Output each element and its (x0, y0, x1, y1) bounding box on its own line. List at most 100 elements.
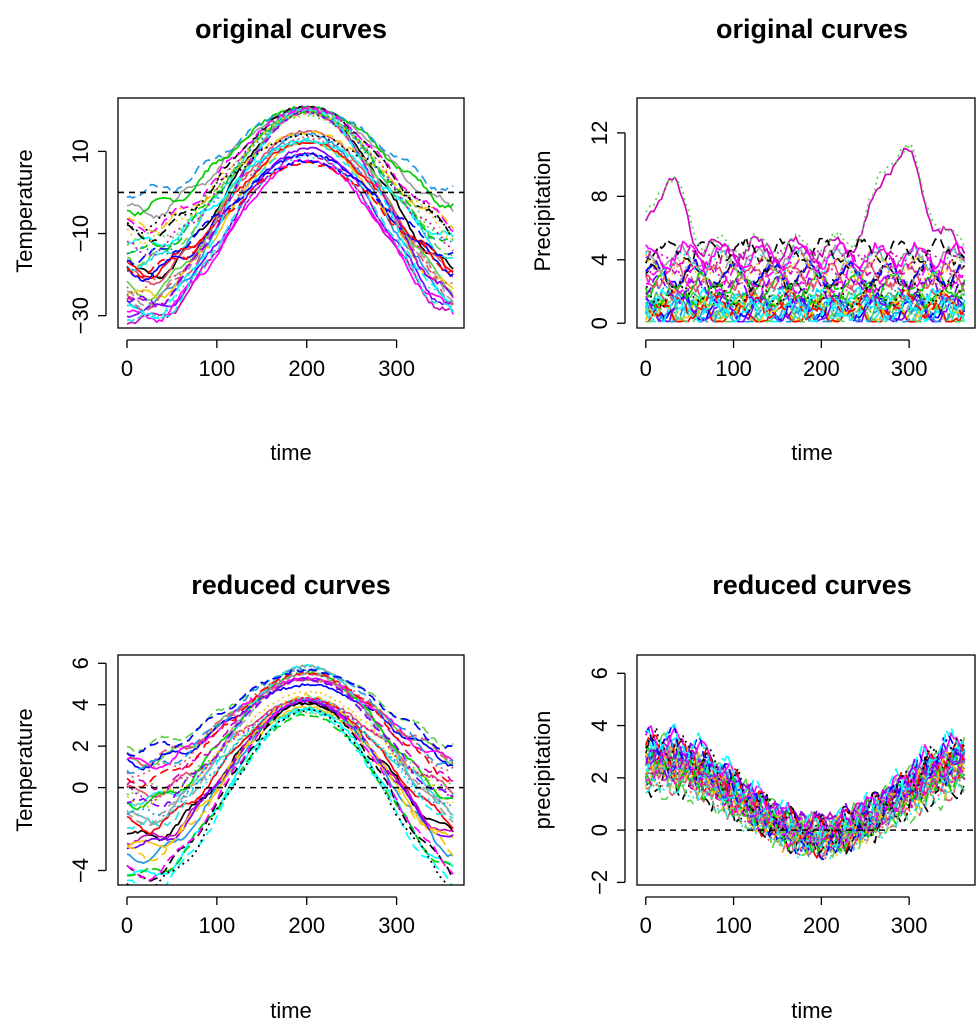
x-tick-label: 100 (198, 913, 235, 938)
y-tick-label: 0 (587, 317, 612, 329)
series-curve (126, 678, 454, 767)
series-curve (126, 696, 454, 835)
x-tick-label: 0 (640, 356, 652, 381)
series-curve (126, 668, 454, 757)
series-curve (126, 676, 454, 770)
y-tick-label: −2 (587, 870, 612, 895)
series-curve (645, 762, 966, 854)
plot-frame (636, 97, 976, 329)
series-curve (645, 259, 966, 289)
series-curve (126, 109, 454, 306)
y-tick-label: 2 (587, 772, 612, 784)
series-curve (645, 278, 965, 310)
series-curve (126, 663, 454, 830)
series-curve (645, 248, 966, 280)
chart-title: reduced curves (712, 570, 912, 600)
y-tick-label: 10 (68, 139, 93, 163)
x-tick-label: 300 (378, 356, 415, 381)
series-curve (126, 131, 454, 233)
y-tick-label: −10 (68, 215, 93, 252)
series-curve (644, 761, 966, 857)
x-tick-label: 300 (891, 913, 928, 938)
series-curve (126, 666, 454, 775)
series-curve (126, 709, 454, 797)
series-curve (126, 706, 454, 877)
series-curve (645, 744, 966, 843)
series-curve (126, 152, 454, 326)
series-curve (126, 106, 454, 308)
series-curve (645, 284, 966, 317)
y-tick-label: 4 (587, 719, 612, 731)
series-curve (126, 683, 454, 771)
y-tick-label: 4 (587, 254, 612, 266)
plot-frame (636, 654, 976, 886)
series-curve (645, 263, 966, 295)
curves (126, 663, 454, 885)
series-curve (645, 751, 966, 849)
x-tick-label: 0 (121, 913, 133, 938)
x-tick-label: 100 (715, 356, 752, 381)
series-curve (126, 698, 454, 818)
series-curve (645, 726, 966, 847)
series-curve (645, 147, 966, 266)
y-tick-label: −30 (68, 297, 93, 334)
curves (644, 142, 966, 323)
x-tick-label: 0 (121, 356, 133, 381)
series-curve (126, 153, 454, 319)
series-curve (644, 769, 966, 858)
x-tick-label: 200 (288, 356, 325, 381)
panel-top-right: original curves time Precipitation 0 100 2… (530, 14, 976, 465)
y-axis-label: precipitation (530, 711, 555, 830)
x-tick-label: 200 (803, 913, 840, 938)
x-tick-label: 100 (198, 356, 235, 381)
series-curve (126, 671, 454, 778)
series-curve (126, 138, 454, 323)
series-curve (126, 677, 454, 768)
y-axis-label: Precipitation (530, 150, 555, 271)
y-tick-label: 4 (68, 699, 93, 711)
series-curve (645, 240, 966, 272)
y-tick-label: 6 (587, 667, 612, 679)
x-tick-label: 200 (288, 913, 325, 938)
series-curve (126, 111, 454, 255)
series-curve (126, 107, 454, 199)
series-curve (645, 272, 966, 303)
x-axis-label: time (270, 998, 312, 1023)
y-tick-label: 0 (587, 824, 612, 836)
chart-title: original curves (195, 14, 387, 44)
plot-frame (117, 654, 465, 886)
series-curve (126, 672, 454, 826)
y-tick-label: −4 (68, 858, 93, 883)
series-curve (126, 110, 454, 311)
plot-frame (117, 97, 465, 329)
series-curve (126, 106, 454, 235)
y-axis-label: Temperature (12, 149, 37, 273)
series-curve (126, 693, 454, 862)
x-tick-label: 300 (378, 913, 415, 938)
series-curve (126, 699, 454, 803)
y-tick-label: 2 (68, 740, 93, 752)
series-curve (645, 723, 966, 841)
x-tick-label: 0 (640, 913, 652, 938)
y-tick-label: 12 (587, 121, 612, 145)
series-curve (645, 288, 966, 320)
series-curve (644, 745, 966, 840)
series-curve (645, 759, 966, 849)
panel-top-left: original curves time Temperature 0 100 200… (12, 14, 465, 465)
panel-bottom-right: reduced curves time precipitation 0 100 20… (530, 570, 976, 1023)
series-curve (126, 159, 454, 266)
series-curve (645, 243, 965, 275)
series-curve (126, 699, 454, 846)
series-curve (126, 112, 454, 246)
series-curve (126, 696, 454, 882)
series-curve (644, 280, 966, 311)
x-tick-label: 200 (803, 356, 840, 381)
y-tick-label: 8 (587, 190, 612, 202)
series-curve (126, 689, 454, 808)
y-tick-label: 0 (68, 781, 93, 793)
series-curve (644, 295, 966, 323)
x-axis-label: time (791, 440, 833, 465)
series-curve (645, 290, 966, 322)
panel-bottom-left: reduced curves time Temperature 0 100 200 3… (12, 570, 465, 1023)
curves (644, 722, 966, 861)
